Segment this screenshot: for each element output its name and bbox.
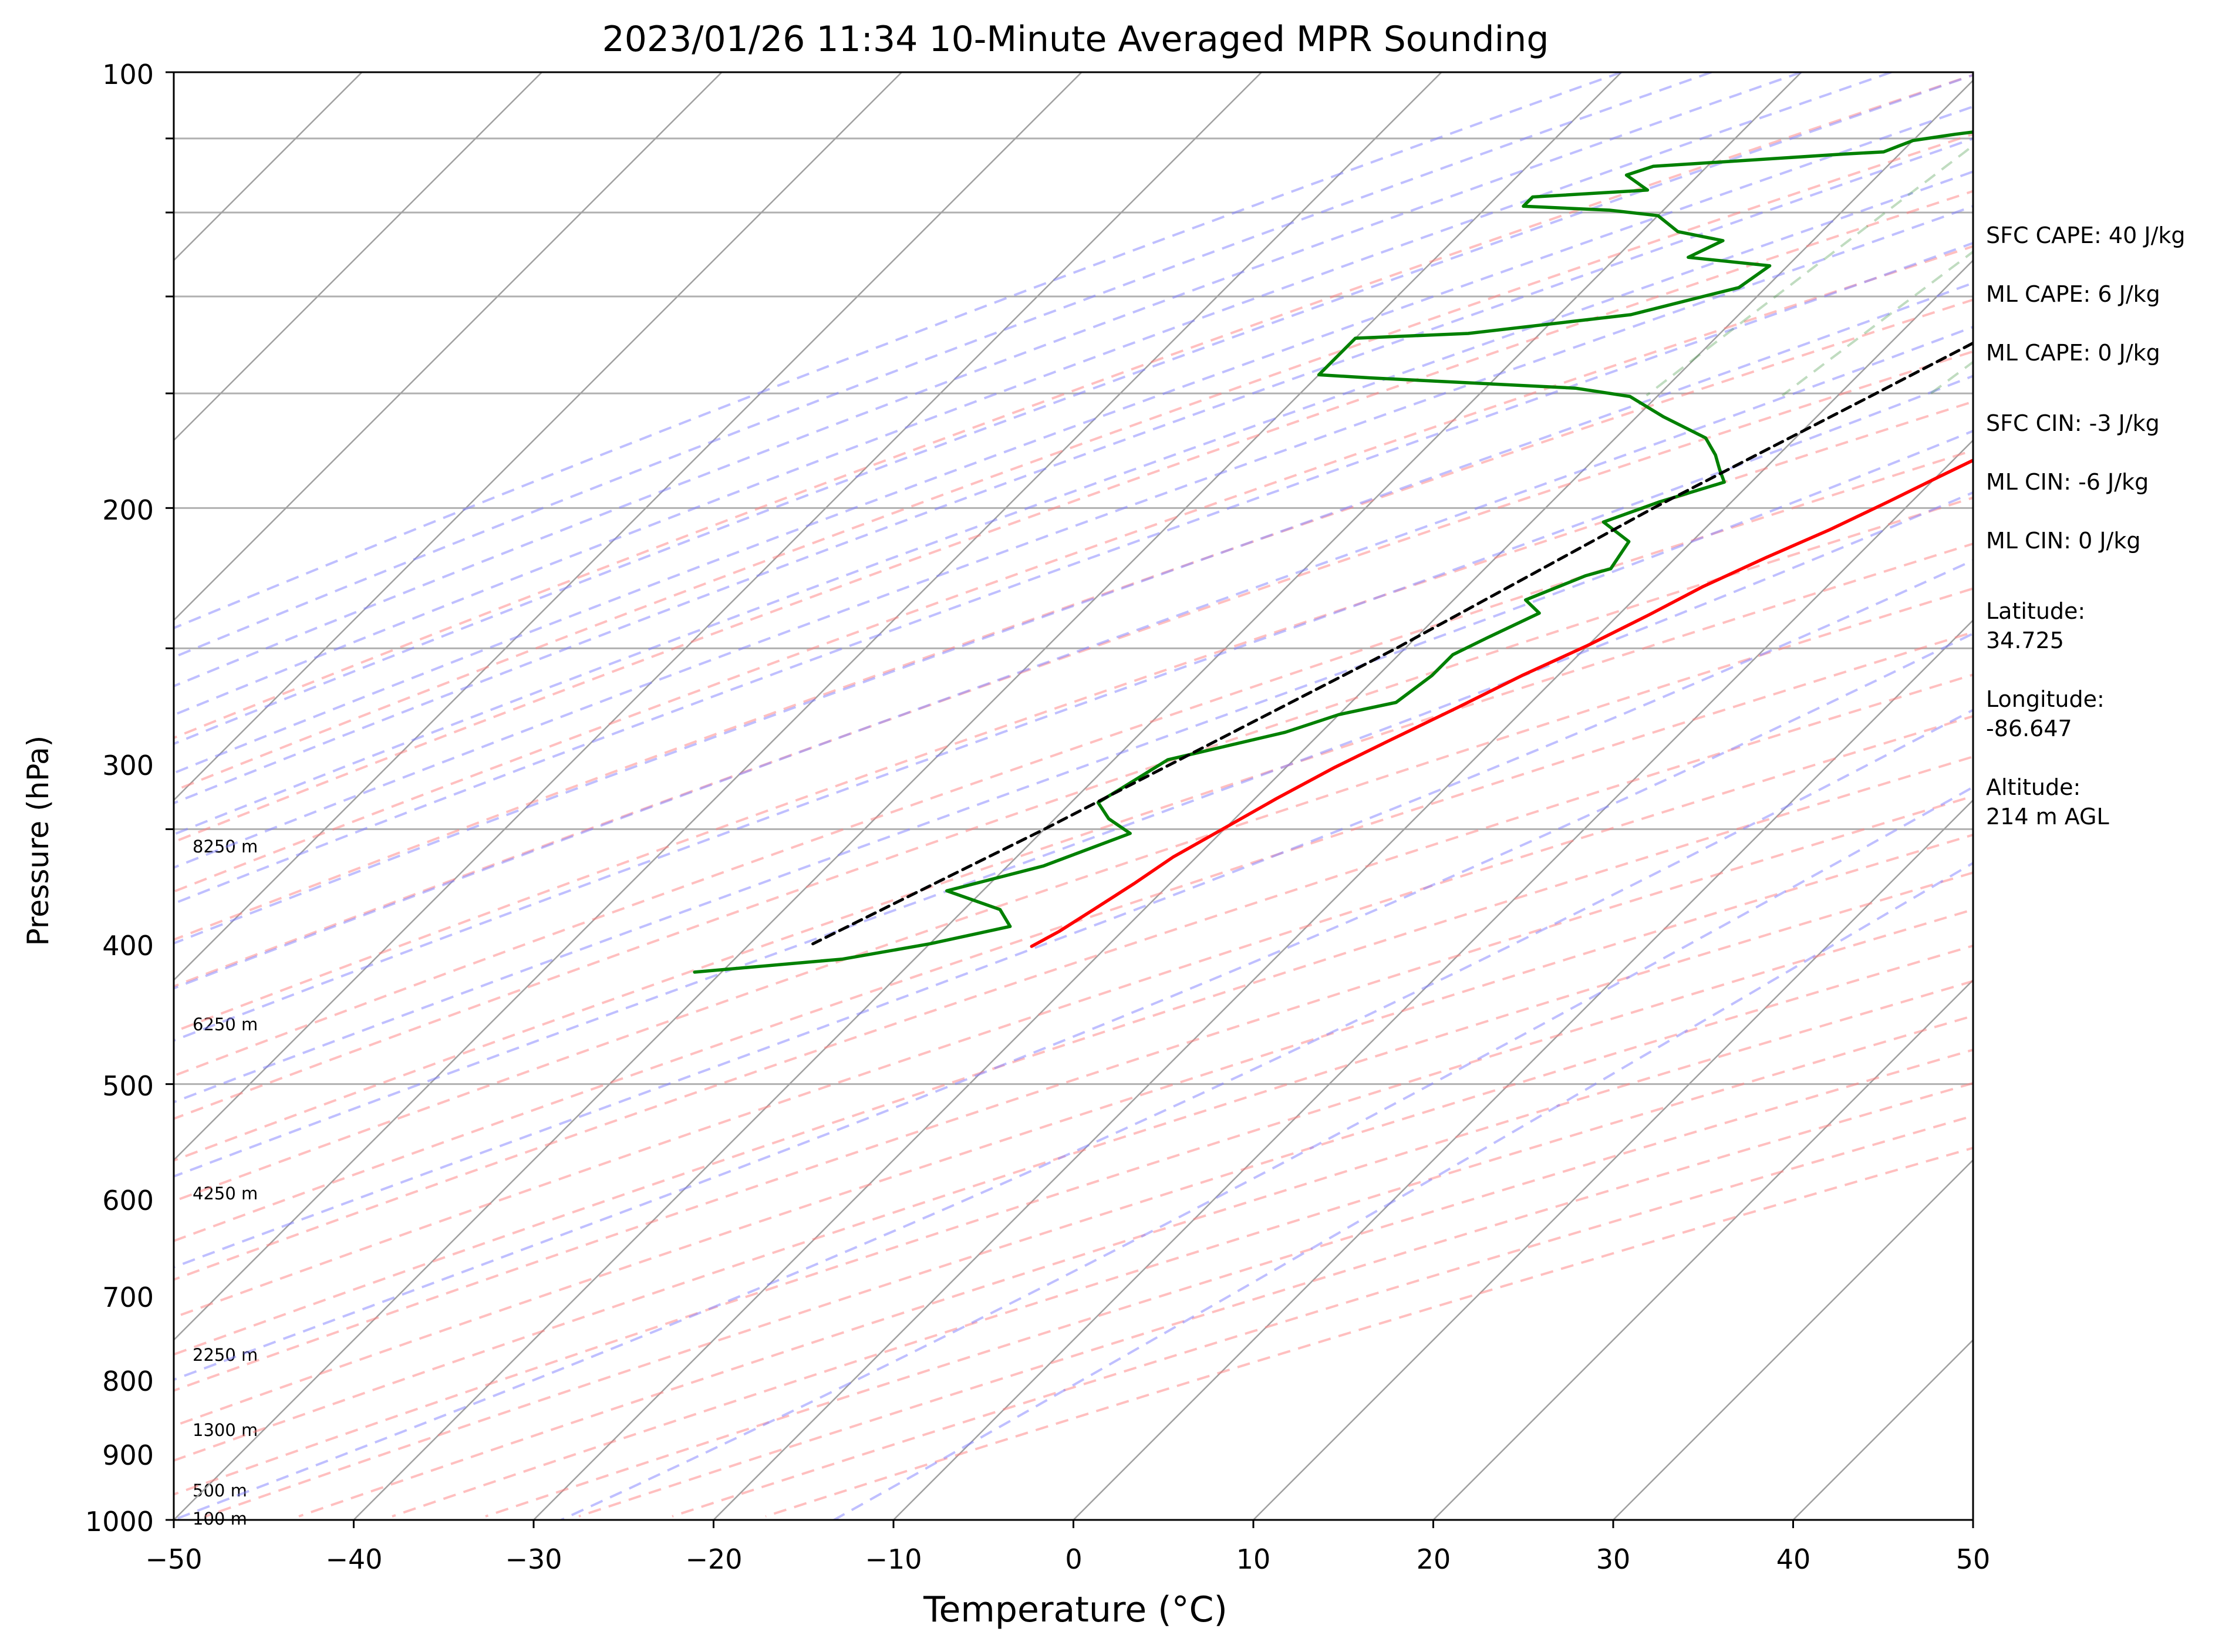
x-tick-label: 30: [1596, 1543, 1631, 1575]
latitude-value: 34.725: [1986, 628, 2064, 653]
y-tick-label: 500: [102, 1070, 154, 1102]
longitude-value: -86.647: [1986, 716, 2072, 741]
ml-cape-annotation: ML CAPE: 0 J/kg: [1986, 340, 2160, 366]
x-tick-label: 40: [1776, 1543, 1811, 1575]
height-label: 500 m: [193, 1481, 247, 1501]
x-tick-label: −10: [865, 1543, 922, 1575]
altitude-value: 214 m AGL: [1986, 804, 2109, 830]
y-tick-label: 300: [102, 750, 154, 781]
y-tick-label: 600: [102, 1185, 154, 1216]
ml-cin-annotation: ML CIN: 0 J/kg: [1986, 528, 2140, 554]
longitude-label: Longitude:: [1986, 686, 2105, 712]
y-tick-label: 800: [102, 1366, 154, 1397]
sfc-cin-annotation: SFC CIN: -3 J/kg: [1986, 410, 2160, 436]
x-tick-label: −30: [505, 1543, 562, 1575]
x-tick-label: −40: [325, 1543, 382, 1575]
y-tick-label: 200: [102, 494, 154, 526]
x-axis-label: Temperature (°C): [923, 1589, 1228, 1630]
height-label: 1300 m: [193, 1420, 258, 1440]
y-tick-label: 100: [102, 59, 154, 90]
y-tick-label: 700: [102, 1282, 154, 1313]
x-tick-label: −20: [685, 1543, 742, 1575]
x-tick-label: −50: [145, 1543, 202, 1575]
latitude-label: Latitude:: [1986, 598, 2085, 624]
height-label: 2250 m: [193, 1345, 258, 1365]
y-tick-label: 400: [102, 930, 154, 962]
altitude-label: Altitude:: [1986, 774, 2080, 800]
x-tick-label: 50: [1956, 1543, 1991, 1575]
x-tick-label: 10: [1236, 1543, 1271, 1575]
sfc-cape-annotation: SFC CAPE: 40 J/kg: [1986, 222, 2186, 248]
ml-cape-annotation: ML CAPE: 6 J/kg: [1986, 281, 2160, 307]
ml-cin-annotation: ML CIN: -6 J/kg: [1986, 469, 2149, 495]
y-tick-label: 900: [102, 1439, 154, 1471]
x-tick-label: 20: [1417, 1543, 1451, 1575]
height-label: 4250 m: [193, 1184, 258, 1203]
height-label: 6250 m: [193, 1014, 258, 1034]
x-tick-label: 0: [1065, 1543, 1082, 1575]
chart-title: 2023/01/26 11:34 10-Minute Averaged MPR …: [602, 19, 1549, 60]
height-label: 8250 m: [193, 837, 258, 857]
y-tick-label: 1000: [85, 1506, 154, 1538]
y-axis-label: Pressure (hPa): [21, 736, 55, 946]
